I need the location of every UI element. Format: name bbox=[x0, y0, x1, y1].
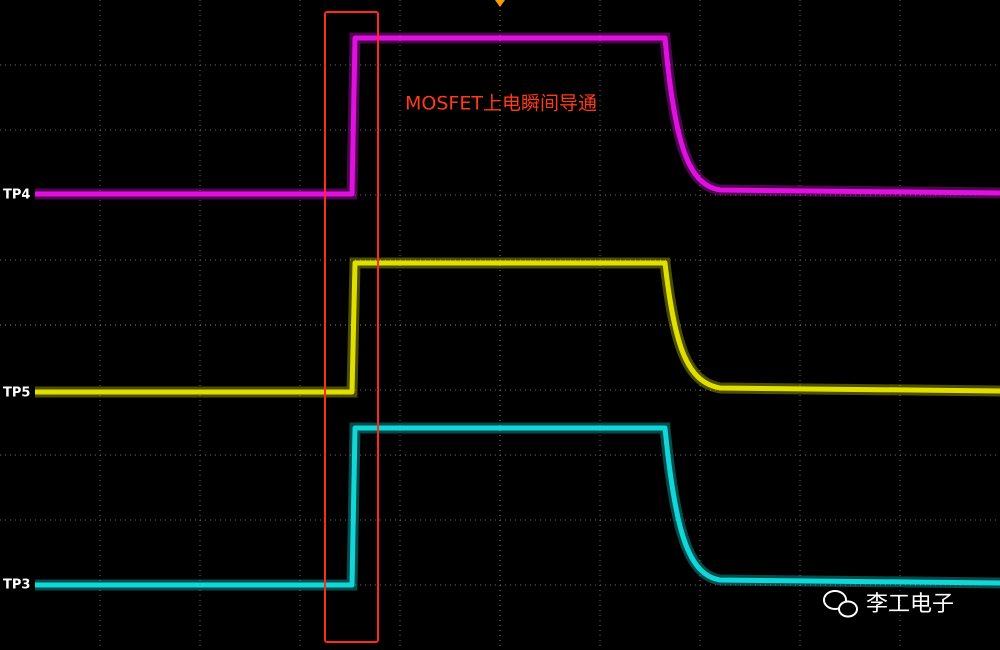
channel-label: TP5 bbox=[3, 386, 30, 401]
annotation: MOSFET上电瞬间导通 bbox=[405, 93, 597, 115]
wechat-icon bbox=[823, 590, 858, 618]
label-bg bbox=[0, 384, 34, 401]
watermark: 李工电子 bbox=[866, 592, 954, 617]
waveform-tp5 bbox=[35, 257, 1000, 398]
trigger-marker bbox=[495, 0, 505, 7]
waveform-tp4 bbox=[35, 32, 1000, 200]
waveform-tp3 bbox=[35, 422, 1000, 591]
channel-label: TP3 bbox=[3, 578, 30, 593]
channel-label: TP4 bbox=[3, 188, 30, 203]
label-bg bbox=[0, 576, 34, 593]
highlight-box bbox=[324, 11, 379, 643]
label-bg bbox=[0, 186, 34, 203]
